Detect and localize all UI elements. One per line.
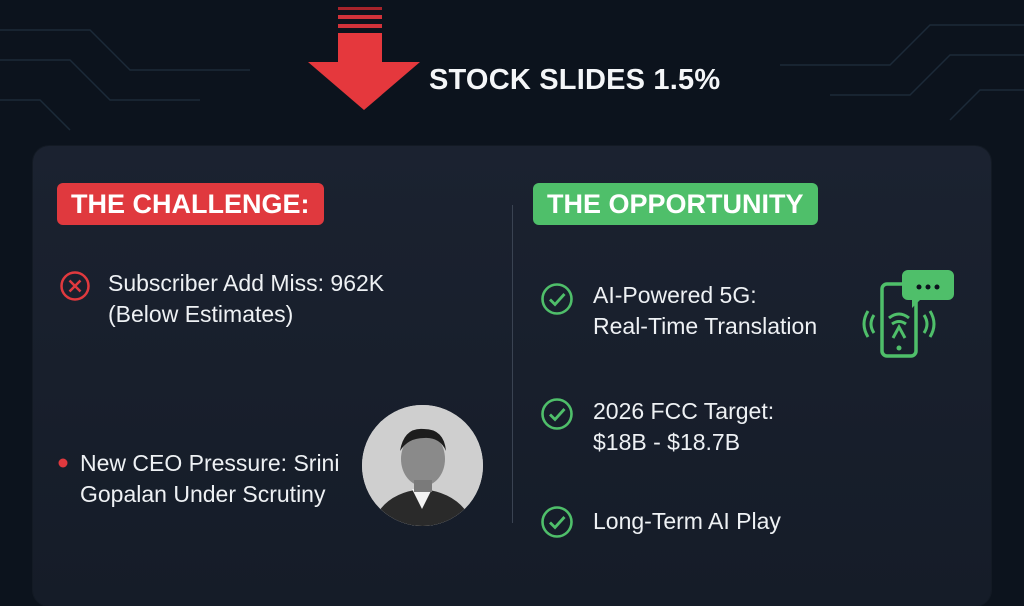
down-arrow-icon [308,7,420,110]
challenge-item-subscriber: Subscriber Add Miss: 962K (Below Estimat… [108,268,384,330]
item-line: AI-Powered 5G: [593,282,757,308]
item-line: (Below Estimates) [108,301,294,327]
opportunity-item-ai-5g: AI-Powered 5G: Real-Time Translation [593,280,817,342]
challenge-title: THE CHALLENGE: [57,183,324,225]
headline: STOCK SLIDES 1.5% [429,64,721,96]
column-divider [512,205,513,523]
item-line: Real-Time Translation [593,313,818,339]
item-line: $18B - $18.7B [593,429,741,455]
x-circle-icon [60,271,90,301]
item-line: Subscriber Add Miss: 962K [108,270,385,296]
circuit-background [0,24,1024,131]
item-line: Gopalan Under Scrutiny [80,481,326,507]
check-circle-icon [541,506,573,538]
ceo-photo [362,405,483,526]
bullet-dot-icon [58,458,68,468]
challenge-item-ceo: New CEO Pressure: Srini Gopalan Under Sc… [80,448,339,510]
item-line: Long-Term AI Play [593,508,781,534]
opportunity-item-fcc-target: 2026 FCC Target: $18B - $18.7B [593,396,774,458]
opportunity-title: THE OPPORTUNITY [533,183,818,225]
item-line: 2026 FCC Target: [593,398,775,424]
phone-translation-icon [862,270,954,358]
opportunity-item-long-term-ai: Long-Term AI Play [593,506,781,537]
check-circle-icon [541,283,573,315]
item-line: New CEO Pressure: Srini [80,450,340,476]
check-circle-icon [541,398,573,430]
